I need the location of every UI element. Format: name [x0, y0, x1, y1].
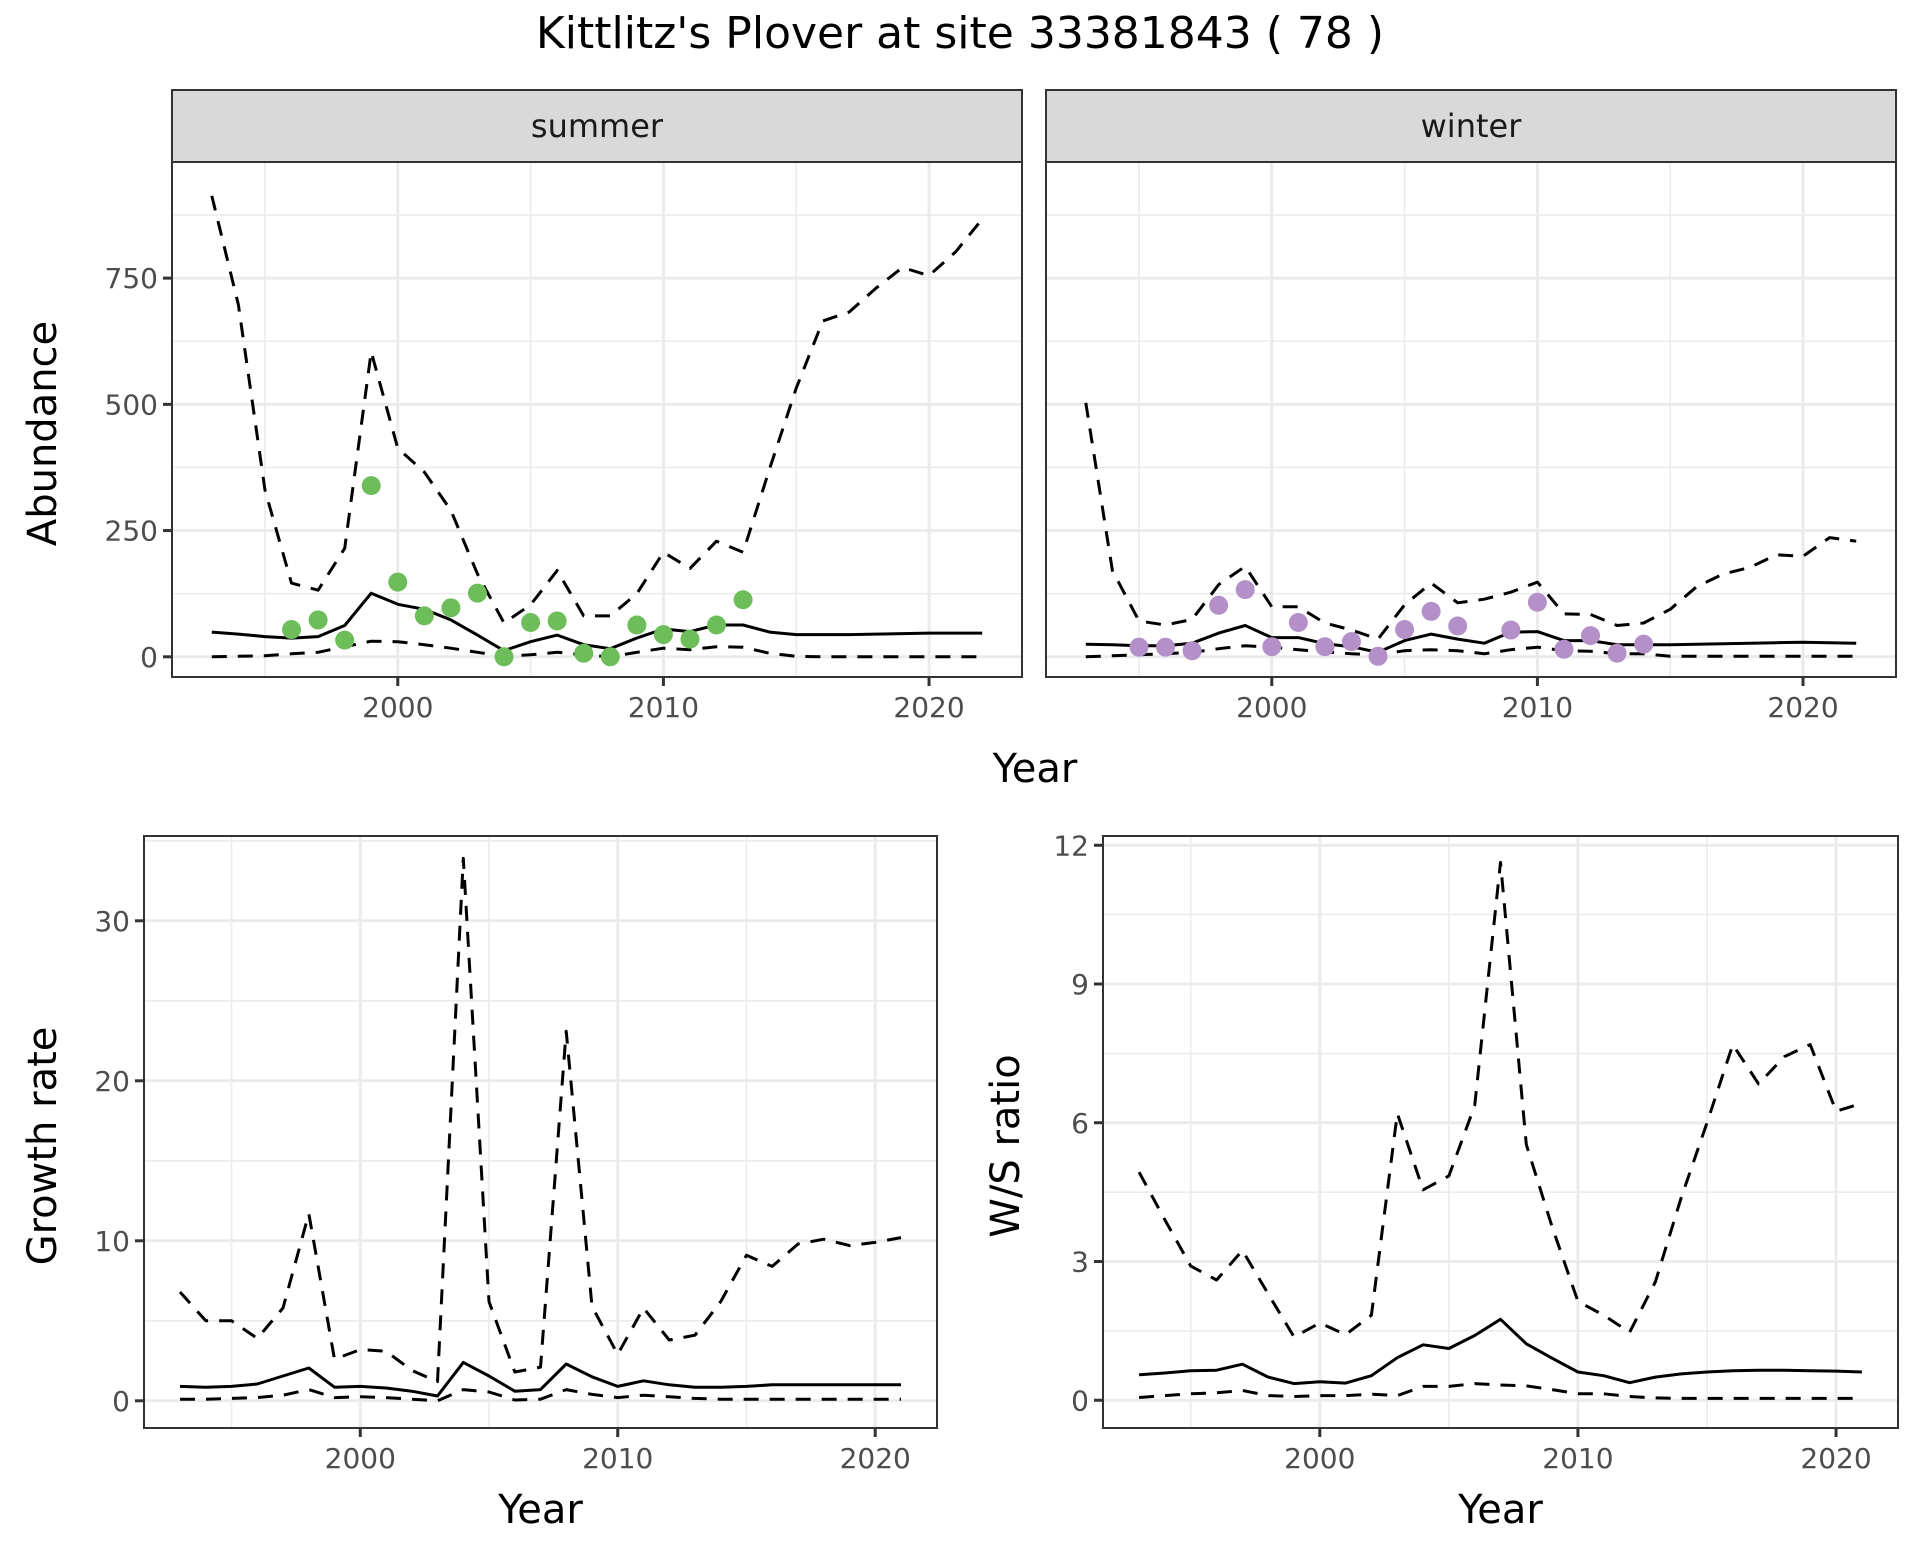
observed-point	[1315, 637, 1335, 657]
x-tick-label: 2010	[628, 691, 699, 724]
observed-point	[1129, 637, 1149, 657]
panel-border	[143, 835, 938, 1429]
y-axis-title: Growth rate	[20, 1027, 66, 1266]
y-tick-label: 500	[105, 388, 158, 421]
strip-background	[1045, 89, 1897, 163]
y-tick-label: 6	[1071, 1107, 1089, 1140]
observed-point	[388, 572, 408, 592]
x-tick-label: 2000	[362, 691, 433, 724]
observed-point	[1368, 646, 1388, 666]
observed-point	[707, 615, 727, 635]
series-line-median	[179, 1360, 901, 1398]
y-tick-label: 20	[94, 1065, 130, 1098]
y-tick-label: 750	[105, 262, 158, 295]
observed-point	[1501, 620, 1521, 640]
observed-point	[733, 590, 753, 610]
panel-border	[1102, 835, 1899, 1429]
x-tick-label: 2000	[1284, 1442, 1355, 1475]
x-tick-label: 2020	[840, 1442, 911, 1475]
observed-point	[308, 610, 328, 630]
x-axis-title: Year	[497, 1487, 583, 1533]
observed-point	[1634, 634, 1654, 654]
observed-point	[680, 629, 700, 649]
series-line-median	[211, 591, 983, 653]
observed-point	[414, 606, 434, 626]
observed-point	[1527, 592, 1547, 612]
x-axis-title: Year	[1457, 1487, 1543, 1533]
series-line-lower	[180, 1388, 901, 1403]
y-tick-label: 250	[105, 515, 158, 548]
observed-point	[361, 476, 381, 496]
observed-point	[521, 612, 541, 632]
observed-point	[1182, 641, 1202, 661]
x-tick-label: 2020	[1800, 1442, 1871, 1475]
observed-point	[1288, 612, 1308, 632]
observed-point	[547, 611, 567, 631]
observed-point	[1607, 643, 1627, 663]
plot-background	[144, 836, 937, 1428]
panel-summer: summer 2000 2010 2020 0 250 500 750 Abundance	[20, 89, 1023, 724]
observed-point	[1235, 580, 1255, 600]
plot-background	[172, 162, 1022, 677]
series-line-upper	[1137, 860, 1863, 1339]
series-line-upper	[178, 856, 902, 1384]
panel-winter: winter 2000 2010 2020	[1045, 89, 1897, 724]
observed-point	[574, 643, 594, 663]
x-tick-label: 2020	[893, 691, 964, 724]
observed-point	[1341, 632, 1361, 652]
observed-point	[1395, 620, 1415, 640]
observed-point	[282, 620, 302, 640]
panel-ws_ratio: 2000 2010 2020 0 3 6 9 12 W/S ratio Year	[983, 829, 1899, 1533]
x-tick-label: 2020	[1767, 691, 1838, 724]
y-tick-label: 0	[140, 641, 158, 674]
strip-label: winter	[1421, 107, 1523, 145]
series-line-median	[1138, 1317, 1862, 1386]
observed-point	[627, 615, 647, 635]
series-line-lower	[1138, 1382, 1862, 1400]
series-line-median	[1085, 624, 1857, 654]
y-tick-label: 10	[94, 1225, 130, 1258]
observed-point	[494, 647, 514, 667]
y-tick-label: 3	[1071, 1246, 1089, 1279]
y-tick-label: 30	[94, 905, 130, 938]
top-x-axis-title: Year	[992, 746, 1078, 792]
plot-background	[1103, 836, 1898, 1428]
observed-point	[1448, 616, 1468, 636]
x-tick-label: 2010	[1542, 1442, 1613, 1475]
observed-point	[467, 583, 487, 603]
figure-title: Kittlitz's Plover at site 33381843 ( 78 …	[536, 8, 1384, 59]
observed-point	[335, 630, 355, 650]
x-tick-label: 2000	[1236, 691, 1307, 724]
y-tick-label: 0	[1071, 1384, 1089, 1417]
observed-point	[1156, 637, 1176, 657]
y-axis-title: Abundance	[20, 321, 66, 546]
x-tick-label: 2010	[582, 1442, 653, 1475]
observed-point	[441, 598, 461, 618]
observed-point	[1262, 637, 1282, 657]
y-tick-label: 9	[1071, 968, 1089, 1001]
observed-point	[1581, 626, 1601, 646]
panel-growth: 2000 2010 2020 0 10 20 30 Growth rate Year	[20, 835, 938, 1533]
plot-background	[1046, 162, 1896, 677]
strip-background	[171, 89, 1023, 163]
observed-point	[653, 625, 673, 645]
observed-point	[1554, 639, 1574, 659]
series-line-upper	[1084, 402, 1857, 641]
observed-point	[1209, 595, 1229, 615]
series-line-upper	[210, 195, 984, 625]
x-tick-label: 2000	[325, 1442, 396, 1475]
strip-label: summer	[531, 107, 664, 145]
y-tick-label: 12	[1053, 829, 1089, 862]
x-tick-label: 2010	[1502, 691, 1573, 724]
observed-point	[1421, 601, 1441, 621]
y-axis-title: W/S ratio	[983, 1054, 1029, 1237]
y-tick-label: 0	[112, 1385, 130, 1418]
observed-point	[600, 647, 620, 667]
